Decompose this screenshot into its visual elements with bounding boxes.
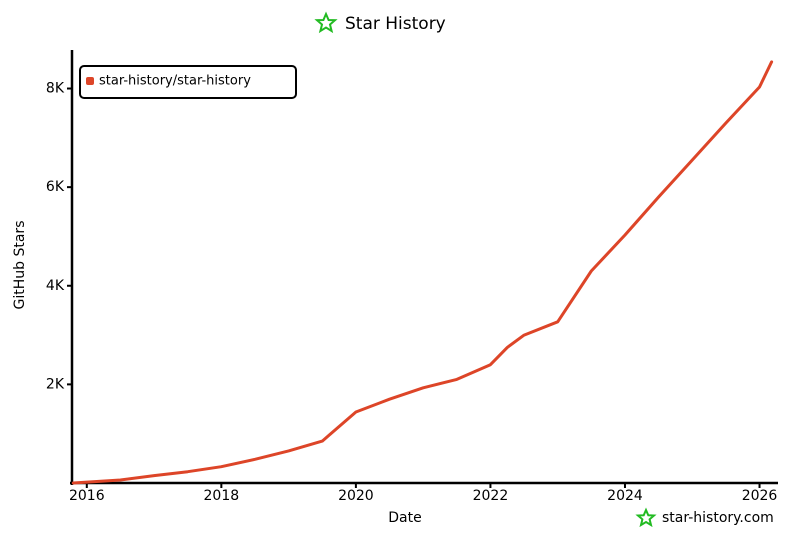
x-tick-label: 2026 (742, 488, 778, 504)
y-axis-label: GitHub Stars (12, 221, 28, 310)
legend-box (79, 65, 297, 99)
title-icon (314, 11, 338, 34)
line (71, 60, 774, 485)
chart-title: Star History (345, 14, 446, 34)
x-tick-label: 2024 (607, 488, 643, 504)
x-tick-label: 2020 (338, 488, 374, 504)
legend-label[interactable]: star-history/star-history (99, 74, 251, 89)
x-tick-label: 2022 (473, 488, 509, 504)
y-tick-label: 8K (46, 81, 65, 97)
x-axis-label: Date (388, 510, 421, 526)
y-tick-label: 6K (46, 179, 65, 195)
legend-swatch (86, 77, 94, 85)
y-tick-label: 2K (46, 376, 65, 392)
x-tick-label: 2018 (204, 488, 240, 504)
watermark-icon (635, 507, 657, 528)
x-tick-label: 2016 (69, 488, 105, 504)
watermark[interactable]: star-history.com (662, 510, 774, 526)
y-tick-label: 4K (46, 278, 65, 294)
